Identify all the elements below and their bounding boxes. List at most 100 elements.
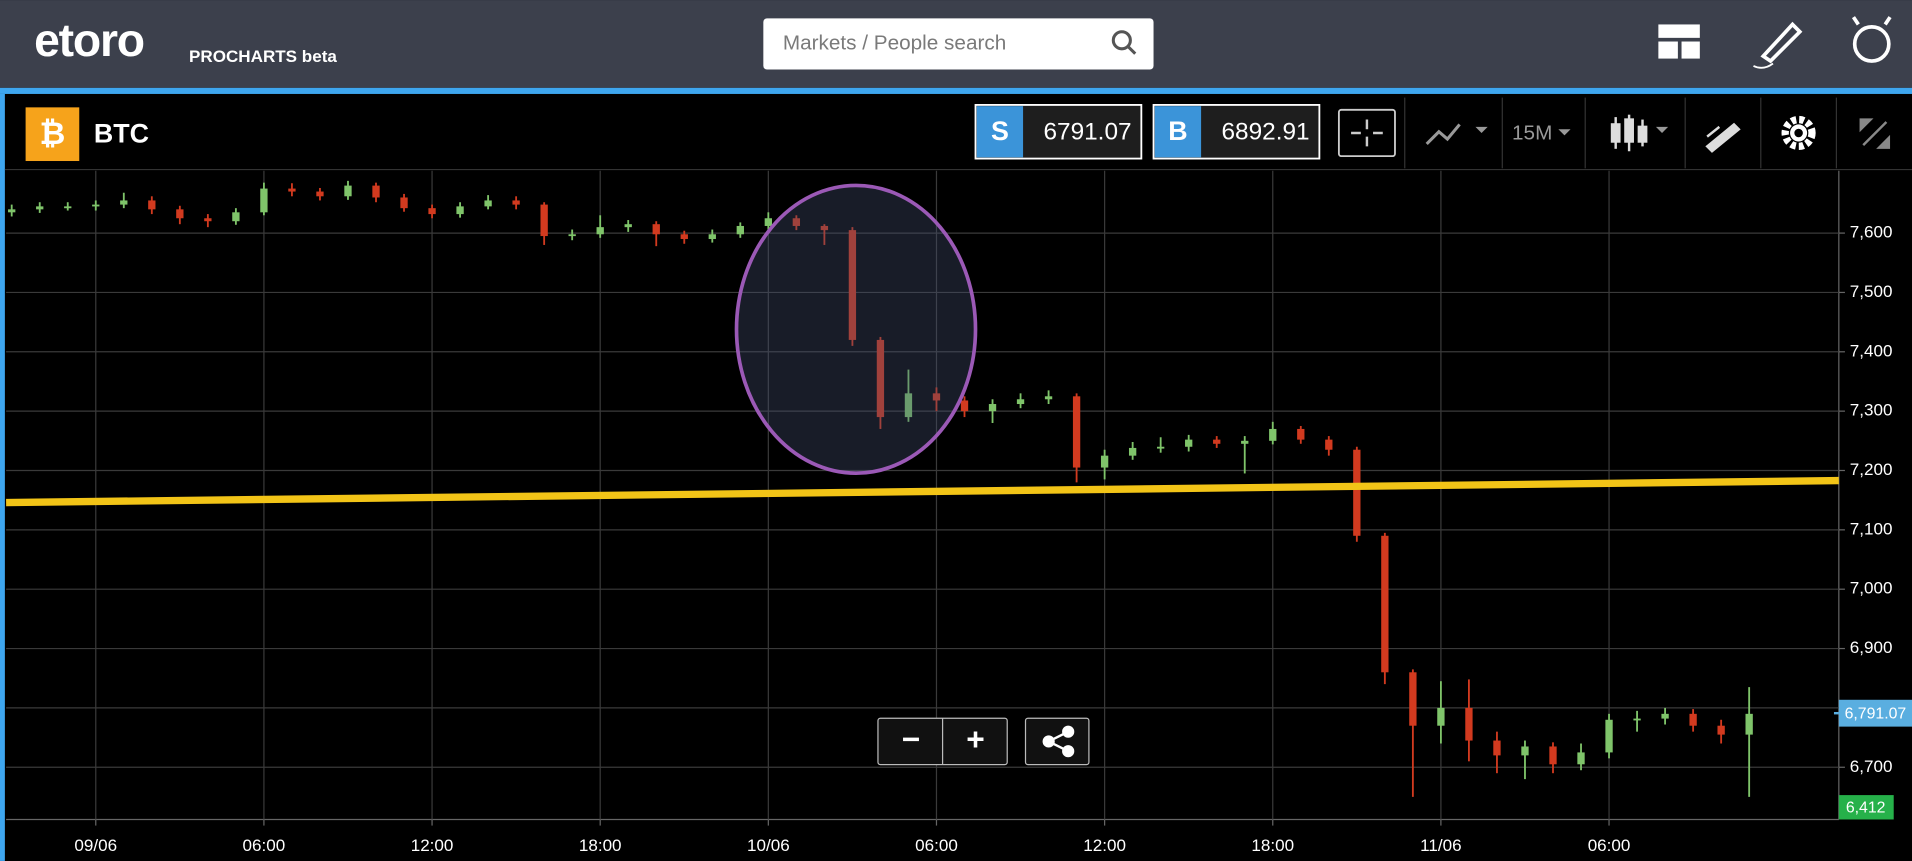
candle-body [540,204,548,237]
x-tick-label: 09/06 [74,836,117,855]
indicator-button[interactable] [1425,123,1488,146]
x-tick-label: 06:00 [1588,836,1631,855]
candle-body [1297,428,1305,440]
low-label-box [1838,795,1894,820]
candle-body [64,206,72,209]
trendline [6,476,1839,507]
zoom-controls: − + [877,717,1008,766]
search-box[interactable] [763,18,1154,70]
low-label: 6,412 [1846,800,1886,817]
candle-body [1577,752,1585,765]
price-label: 6,791.07 [1845,706,1907,723]
candle-body [1072,396,1081,468]
buy-tag [1154,106,1202,158]
candle-body [148,200,156,210]
y-tick-label: 7,500 [1850,282,1893,301]
candle-body [260,188,268,213]
x-tick-label: 06:00 [243,836,286,855]
candle-body [568,234,576,237]
candle-body [988,404,997,412]
y-tick-label: 6,700 [1850,757,1893,776]
candle-body [1157,446,1165,449]
candle-body [1437,707,1445,726]
y-tick-label: 7,100 [1850,519,1893,538]
layout-icon[interactable] [1658,24,1700,59]
buy-price: 6892.91 [1221,118,1309,145]
y-tick-label: 6,900 [1850,638,1893,657]
edit-icon[interactable] [1753,21,1803,69]
candle-body [344,185,352,197]
product-name: PROCHARTS beta [189,47,337,66]
zoom-in-button[interactable]: + [966,721,985,757]
search-placeholder: Markets / People search [783,31,1006,54]
candle-body [904,393,913,418]
sell-price: 6791.07 [1043,118,1131,145]
candle-body [1213,439,1221,444]
y-tick-label: 7,000 [1850,579,1893,598]
candle-body [204,218,212,222]
top-accent [0,87,1912,94]
share-button[interactable] [1024,717,1090,766]
settings-button[interactable] [1781,115,1816,151]
candle-body [652,224,660,235]
y-tick-label: 7,600 [1850,223,1893,242]
instrument-icon [25,107,80,162]
candle-body [1100,455,1109,468]
y-tick-label: 7,200 [1850,460,1893,479]
candle-body [680,234,688,240]
candle-body [1381,535,1389,673]
logo[interactable]: etoro [34,14,145,66]
candle-body [1241,440,1249,444]
fullscreen-button[interactable] [1859,118,1891,149]
candle-body [596,227,604,235]
candle-body [512,200,520,205]
candle-body [1549,746,1557,765]
left-border [0,93,5,861]
candle-body [1016,399,1025,405]
x-tick-label: 06:00 [915,836,958,855]
plot: 6,7006,8006,9007,0007,1007,2007,3007,400… [6,170,1912,855]
chart-type-button[interactable] [1610,114,1669,152]
instrument-icon-symbol: ₿ [40,115,66,151]
candle-body [288,188,296,192]
candle-body [1044,396,1053,400]
x-tick-label: 18:00 [579,836,622,855]
candle-body [1717,725,1725,735]
candle-body [1633,718,1641,721]
buy-button[interactable]: B 6892.91 [1152,104,1321,160]
search-icon[interactable] [1111,30,1137,55]
candle-body [876,339,885,418]
toolbar-separators [1404,97,1838,169]
candle-body [960,400,969,412]
crosshair-button[interactable] [1337,108,1396,158]
candle-body [372,185,380,198]
y-tick-label: 7,300 [1850,401,1893,420]
candle-body [120,200,128,205]
candle-body [764,218,772,226]
timeframe-caret [1558,129,1571,136]
buy-label: B [1168,116,1187,146]
profile-icon[interactable] [1851,16,1892,63]
candle-body [36,206,44,210]
candle-body [1689,713,1697,726]
candle-body [456,206,464,215]
candle-body [624,224,632,228]
annotation-ellipse [734,183,978,476]
candle-body [1409,672,1417,726]
zoom-out-button[interactable]: − [902,721,921,757]
drawing-tool-button[interactable] [1705,122,1741,153]
candle-body [316,191,324,197]
candle-body [1745,713,1753,735]
sell-tag [976,106,1024,158]
candle-body [1465,707,1473,741]
candle-body [848,230,857,340]
candle-body [232,212,240,222]
candle-body [1269,428,1277,441]
candle-body [176,209,184,219]
candle-body [428,208,436,215]
candle-body [92,204,100,207]
candle-body [484,200,492,207]
timeframe[interactable]: 15M [1512,122,1552,145]
sell-button[interactable]: S 6791.07 [974,104,1143,160]
